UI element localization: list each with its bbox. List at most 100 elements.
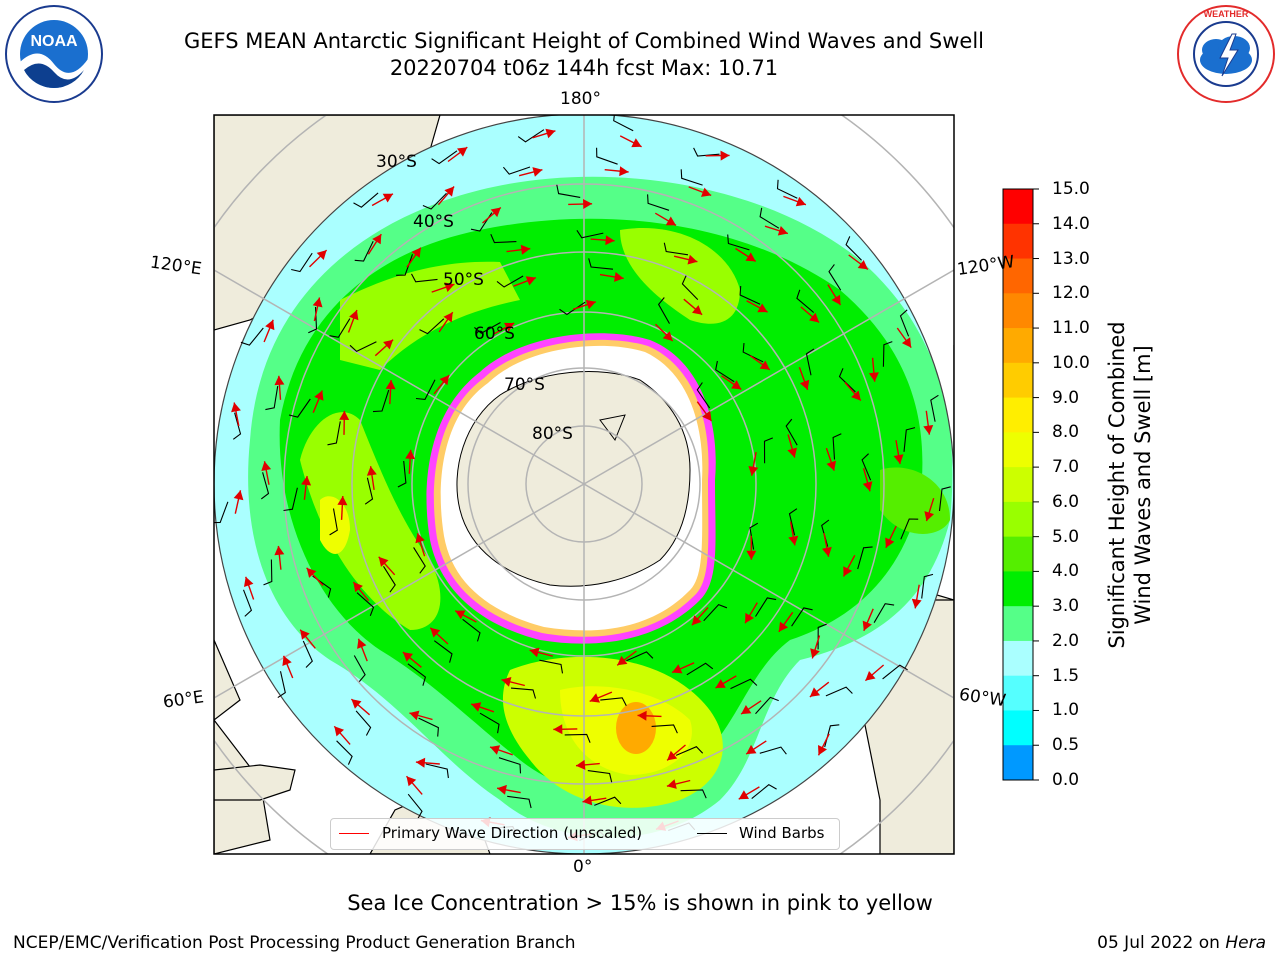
wave-direction-arrowhead xyxy=(490,207,501,218)
map-area xyxy=(214,115,954,854)
wind-barb xyxy=(422,192,447,210)
wind-barb xyxy=(763,437,774,464)
wind-barb xyxy=(680,789,707,799)
wave-direction-arrowhead xyxy=(809,312,820,323)
wind-barb xyxy=(510,687,537,699)
colorbar-segment xyxy=(1003,223,1033,260)
chart-title: GEFS MEAN Antarctic Significant Height o… xyxy=(183,29,985,53)
wave-direction-arrowhead xyxy=(585,299,596,310)
wave-direction-arrowhead xyxy=(231,402,241,413)
colorbar-segment xyxy=(1003,328,1033,364)
wave-direction-arrowhead xyxy=(411,247,421,258)
colorbar-tick-label: 3.0 xyxy=(1052,596,1080,617)
wave-direction-arrowhead xyxy=(672,664,683,674)
wind-barb xyxy=(462,618,481,642)
colorbar-segment xyxy=(1003,536,1033,572)
wave-direction-arrowhead xyxy=(862,481,873,492)
wave-direction-arrowhead xyxy=(746,744,757,755)
wave-direction-arrowhead xyxy=(490,745,501,755)
wave-direction-arrowhead xyxy=(351,699,362,709)
lat-label-60s: 60°S xyxy=(474,324,515,344)
lat-label-70s: 70°S xyxy=(504,375,545,395)
wave-direction-arrowhead xyxy=(715,679,726,688)
wave-direction-arrowhead xyxy=(415,757,426,768)
lat-label-40s: 40°S xyxy=(413,212,454,232)
wave-direction-arrowhead xyxy=(741,705,752,715)
wave-direction-arrowhead xyxy=(282,655,292,666)
wind-barb xyxy=(675,746,704,756)
wind-barb xyxy=(372,389,390,413)
wave-direction-arrowhead xyxy=(687,254,698,265)
colorbar-segment xyxy=(1003,397,1033,433)
wave-direction-arrowhead xyxy=(901,337,912,348)
colorbar-segment xyxy=(1003,467,1033,503)
wind-barb xyxy=(657,297,670,324)
colorbar-tick-label: 7.0 xyxy=(1052,457,1080,478)
wave-direction-arrowhead xyxy=(666,779,677,789)
wind-barb xyxy=(587,770,613,783)
wind-barb xyxy=(600,697,627,707)
wind-barb xyxy=(490,233,517,244)
wind-barb xyxy=(559,301,586,316)
wave-direction-arrowhead xyxy=(457,147,468,157)
wave-direction-arrowhead xyxy=(497,784,507,795)
wind-barb xyxy=(755,597,777,617)
wind-barb xyxy=(479,712,500,734)
wind-barb xyxy=(356,592,375,616)
wave-direction-arrowhead xyxy=(439,375,450,386)
wave-direction-arrowhead xyxy=(529,647,540,658)
wind-barb xyxy=(507,795,532,809)
wave-direction-arrowhead xyxy=(337,496,348,506)
wave-direction-arrowhead xyxy=(582,795,593,806)
wind-barb xyxy=(680,169,703,186)
colorbar-segment xyxy=(1003,362,1033,399)
wind-barb xyxy=(647,194,670,211)
primary-wave-legend-line xyxy=(339,833,369,834)
wave-direction-arrowhead xyxy=(306,567,317,578)
wave-direction-arrowhead xyxy=(589,693,600,703)
wind-barb xyxy=(594,796,622,806)
wave-direction-arrowhead xyxy=(300,629,310,640)
wind-barb xyxy=(796,289,815,313)
colorbar-tick-label: 1.0 xyxy=(1052,700,1080,721)
lat-label-30s: 30°S xyxy=(376,152,417,172)
wind-barb xyxy=(336,740,353,765)
wave-direction-arrowhead xyxy=(455,610,466,620)
wind-barb xyxy=(596,147,618,165)
wind-barb xyxy=(232,412,242,440)
wave-direction-arrowhead xyxy=(868,372,879,382)
wave-direction-arrowhead xyxy=(576,759,586,770)
wind-barb xyxy=(663,242,689,256)
colorbar-label: Significant Height of Combined Wind Wave… xyxy=(1104,275,1156,695)
svg-text:WEATHER: WEATHER xyxy=(1204,9,1249,19)
wind-barb xyxy=(715,360,735,383)
wave-direction-arrowhead xyxy=(382,193,393,203)
wind-barb xyxy=(277,671,286,699)
wave-direction-arrowhead xyxy=(520,244,531,255)
colorbar-label-line1: Significant Height of Combined xyxy=(1105,321,1129,649)
wind-barb xyxy=(791,607,813,627)
wind-barb xyxy=(686,662,714,676)
lat-label-50s: 50°S xyxy=(443,270,484,290)
colorbar-tick-label: 1.5 xyxy=(1052,665,1080,686)
wave-direction-arrowhead xyxy=(787,447,797,458)
wave-direction-arrowhead xyxy=(911,598,922,609)
wave-direction-arrowhead xyxy=(339,410,350,420)
wave-direction-arrowhead xyxy=(244,576,254,587)
colorbar-segment xyxy=(1003,606,1033,642)
wind-barb xyxy=(759,207,780,229)
wind-barb xyxy=(938,486,951,512)
wind-barb xyxy=(696,382,711,409)
colorbar xyxy=(1002,188,1039,781)
colorbar-tick-label: 0.5 xyxy=(1052,735,1080,756)
wave-direction-arrowhead xyxy=(826,460,836,471)
wind-barb xyxy=(260,472,270,500)
wave-direction-arrowhead xyxy=(851,390,861,401)
wave-direction-arrowhead xyxy=(637,710,647,721)
wave-direction-arrowhead xyxy=(778,621,789,632)
svg-text:NOAA: NOAA xyxy=(30,33,78,50)
wave-direction-arrowhead xyxy=(619,166,629,177)
wind-barb xyxy=(681,275,699,300)
wave-direction-arrowhead xyxy=(415,533,425,544)
wind-barb xyxy=(903,427,916,452)
